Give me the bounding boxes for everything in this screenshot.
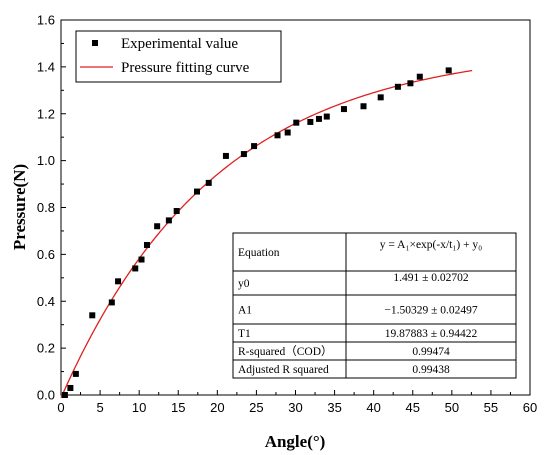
data-point — [194, 188, 201, 195]
x-tick-label: 45 — [406, 400, 420, 415]
data-point — [251, 143, 258, 150]
data-point — [72, 370, 79, 377]
data-point — [394, 83, 401, 90]
fit-results-table: Equation y = A₁×exp(-x/t₁) + y₀ y0 1.491 ± … — [232, 232, 517, 379]
table-row-label: R-squared（COD） — [238, 345, 333, 358]
x-tick-label: 0 — [57, 400, 64, 415]
table-row-label: A1 — [238, 305, 252, 317]
data-point — [416, 73, 423, 80]
data-point — [307, 118, 314, 125]
legend-label-experimental: Experimental value — [121, 36, 238, 52]
data-point — [323, 113, 330, 120]
data-points — [61, 67, 452, 398]
data-point — [445, 67, 452, 74]
data-point — [407, 80, 414, 87]
data-point — [173, 208, 180, 215]
legend-box — [75, 30, 282, 83]
data-point — [154, 223, 161, 230]
y-tick-label: 0.4 — [37, 294, 55, 309]
data-point — [293, 119, 300, 126]
data-point — [377, 94, 384, 101]
y-axis: 0.0 0.2 0.4 0.6 0.8 1.0 1.2 1.4 1.6 — [37, 13, 66, 403]
table-row-value: y = A₁×exp(-x/t₁) + y₀ — [380, 239, 482, 251]
y-axis-title: Pressure(N) — [10, 164, 29, 250]
data-point — [67, 384, 74, 391]
data-point — [222, 152, 229, 159]
data-point — [205, 179, 212, 186]
table-row-label: y0 — [238, 278, 250, 290]
data-point — [138, 256, 145, 263]
y-tick-label: 0.0 — [37, 388, 55, 403]
table-row-label: Equation — [238, 247, 280, 259]
y-tick-label: 1.2 — [37, 106, 55, 121]
data-point — [340, 106, 347, 113]
y-tick-label: 0.8 — [37, 200, 55, 215]
y-tick-label: 1.0 — [37, 153, 55, 168]
table-frame — [232, 232, 517, 379]
table-row-label: Adjusted R squared — [238, 364, 329, 376]
y-tick-label: 1.6 — [37, 13, 55, 28]
x-tick-label: 40 — [366, 400, 380, 415]
data-point — [132, 265, 139, 272]
legend-label-fitting: Pressure fitting curve — [121, 60, 250, 76]
data-point — [360, 103, 367, 110]
table-row-value: 19.87883 ± 0.94422 — [385, 328, 478, 340]
legend: Experimental value Pressure fitting curv… — [75, 30, 282, 83]
table-row-value: 1.491 ± 0.02702 — [393, 272, 469, 284]
x-tick-label: 55 — [484, 400, 498, 415]
data-point — [108, 299, 115, 306]
legend-marker-experimental — [92, 40, 98, 46]
x-tick-label: 15 — [171, 400, 185, 415]
x-tick-label: 50 — [445, 400, 459, 415]
table-row-value: −1.50329 ± 0.02497 — [384, 305, 478, 317]
table-row-value: 0.99438 — [412, 364, 450, 376]
y-tick-label: 1.4 — [37, 59, 55, 74]
y-tick-label: 0.2 — [37, 341, 55, 356]
data-point — [165, 217, 172, 224]
data-point — [315, 115, 322, 122]
x-axis-title: Angle(°) — [265, 432, 326, 451]
x-tick-label: 35 — [327, 400, 341, 415]
data-point — [115, 278, 122, 285]
x-tick-label: 5 — [96, 400, 103, 415]
data-point — [89, 312, 96, 319]
x-tick-label: 20 — [210, 400, 224, 415]
data-point — [274, 132, 281, 139]
data-point — [61, 392, 68, 398]
x-tick-label: 10 — [132, 400, 146, 415]
table-row-value: 0.99474 — [412, 346, 450, 358]
data-point — [240, 151, 247, 158]
table-row-label: T1 — [238, 328, 251, 340]
x-tick-label: 30 — [288, 400, 302, 415]
x-axis: 0 5 10 15 20 25 30 35 40 45 50 55 60 — [57, 390, 537, 415]
data-point — [143, 242, 150, 248]
x-tick-label: 60 — [523, 400, 537, 415]
plot-area: 0 5 10 15 20 25 30 35 40 45 50 55 60 0.0 0.2 0.4 0.6 0.8… — [37, 13, 537, 416]
x-tick-label: 25 — [249, 400, 263, 415]
fitting-curve — [60, 69, 473, 399]
data-point — [284, 129, 291, 136]
y-tick-label: 0.6 — [37, 247, 55, 262]
